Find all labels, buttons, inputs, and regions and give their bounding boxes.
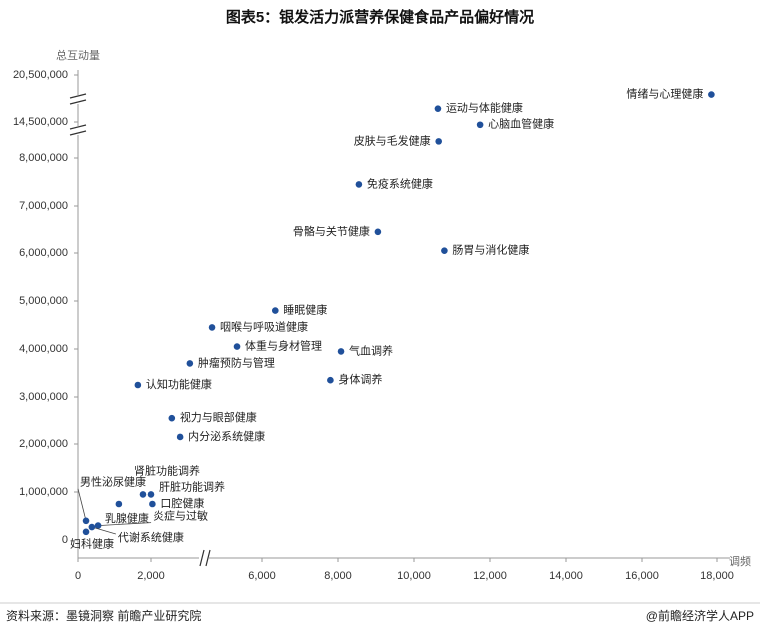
x-tick-label: 10,000	[397, 570, 431, 582]
y-tick-label: 0	[62, 534, 68, 546]
point	[435, 138, 443, 145]
x-tick-label: 12,000	[473, 570, 507, 582]
point	[272, 307, 279, 314]
point-label: 内分泌系统健康	[188, 429, 265, 443]
point	[476, 121, 484, 129]
point-label: 气血调养	[349, 343, 393, 357]
point-label: 运动与体能健康	[446, 101, 523, 115]
point	[82, 517, 90, 525]
point	[82, 528, 90, 536]
point	[355, 181, 363, 188]
y-tick-label: 8,000,000	[19, 152, 68, 164]
point-label: 咽喉与呼吸道健康	[220, 319, 308, 333]
x-tick-label: 6,000	[248, 570, 276, 582]
axis-break	[69, 93, 211, 567]
x-tick-label: 2,000	[137, 570, 165, 582]
point-label: 炎症与过敏	[153, 509, 208, 523]
point	[441, 247, 448, 254]
y-tick-label: 14,500,000	[13, 116, 68, 128]
point	[374, 228, 382, 236]
point	[94, 522, 102, 529]
point-label: 体重与身材管理	[245, 339, 322, 353]
point	[208, 324, 216, 331]
y-tick-label: 7,000,000	[19, 200, 68, 212]
x-tick-label: 16,000	[625, 570, 659, 582]
y-tick-label: 4,000,000	[19, 343, 68, 355]
point-label: 妇科健康	[70, 537, 114, 551]
point	[186, 360, 194, 367]
point-label: 肾脏功能调养	[134, 463, 200, 477]
point-label: 肠胃与消化健康	[452, 243, 529, 257]
point-label: 骨骼与关节健康	[293, 224, 370, 238]
point	[134, 381, 142, 389]
y-tick-label: 5,000,000	[19, 295, 68, 307]
point	[708, 91, 715, 98]
point-label: 肝脏功能调养	[159, 479, 225, 493]
y-tick-label: 1,000,000	[19, 486, 68, 498]
y-tick-label: 20,500,000	[13, 69, 68, 81]
point	[139, 491, 147, 498]
point	[337, 348, 345, 355]
source: 资料来源：墨镜洞察 前瞻产业研究院	[6, 608, 201, 623]
point	[168, 414, 176, 422]
point-label: 皮肤与毛发健康	[354, 133, 431, 147]
point	[327, 376, 334, 384]
point-label: 肿瘤预防与管理	[198, 355, 275, 369]
y-axis-label: 总互动量	[56, 48, 100, 62]
point-label: 代谢系统健康	[118, 530, 184, 544]
point	[233, 343, 241, 350]
x-tick-label: 18,000	[700, 570, 734, 582]
point-label: 心脑血管健康	[488, 117, 554, 131]
y-tick-label: 3,000,000	[19, 391, 68, 403]
point-label: 身体调养	[338, 372, 382, 386]
y-tick-label: 6,000,000	[19, 247, 68, 259]
point-label: 情绪与心理健康	[626, 86, 703, 100]
point-label: 免疫系统健康	[367, 176, 433, 190]
leader-line	[98, 522, 152, 526]
y-tick-label: 2,000,000	[19, 438, 68, 450]
point-label: 男性泌尿健康	[80, 475, 146, 489]
brand: @前瞻经济学人APP	[646, 608, 754, 623]
point-label: 视力与眼部健康	[180, 410, 257, 424]
x-tick-label: 14,000	[549, 570, 583, 582]
point	[434, 105, 442, 112]
point-label: 口腔健康	[160, 496, 204, 510]
point	[115, 500, 123, 508]
x-tick-label: 8,000	[324, 570, 352, 582]
point	[147, 491, 155, 498]
point	[176, 433, 184, 441]
point	[88, 523, 96, 531]
x-axis-label: 调频	[729, 554, 751, 568]
point-label: 乳腺健康	[105, 511, 149, 525]
leader-line	[77, 488, 87, 521]
leader-line	[91, 526, 116, 535]
point-label: 睡眠健康	[283, 303, 327, 317]
x-tick-label: 0	[75, 570, 81, 582]
point-label: 认知功能健康	[146, 377, 212, 391]
chart-title: 图表5：银发活力派营养保健食品产品偏好情况	[226, 8, 534, 26]
point	[149, 500, 156, 508]
